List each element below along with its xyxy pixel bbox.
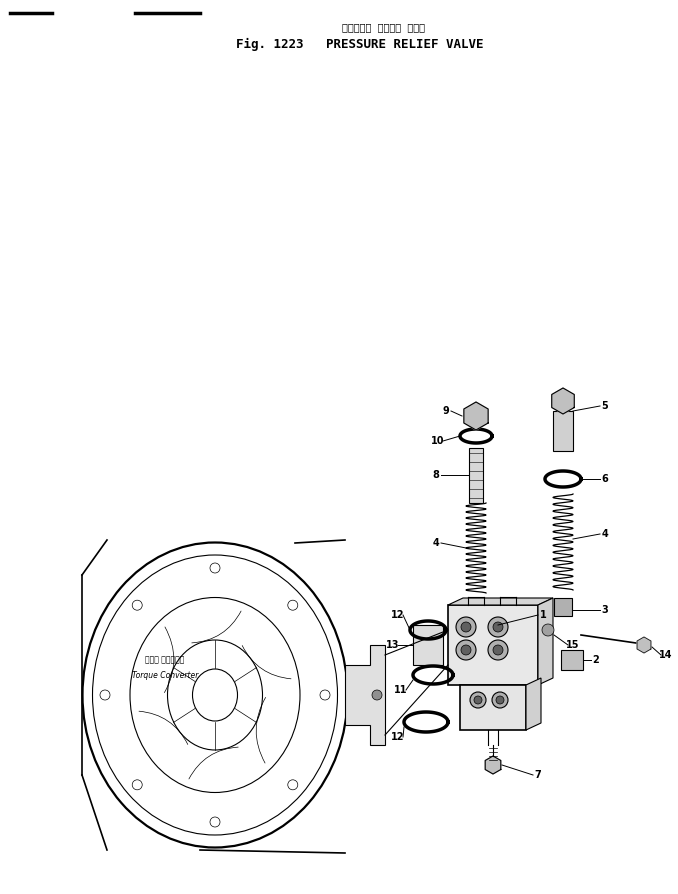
Text: 3: 3 xyxy=(601,605,608,615)
Polygon shape xyxy=(538,598,553,685)
Circle shape xyxy=(456,617,476,637)
Polygon shape xyxy=(485,756,501,774)
Circle shape xyxy=(456,640,476,660)
Polygon shape xyxy=(526,678,541,730)
Polygon shape xyxy=(345,645,385,745)
FancyBboxPatch shape xyxy=(413,625,443,665)
Text: 5: 5 xyxy=(601,401,608,411)
Text: 9: 9 xyxy=(443,406,450,416)
Polygon shape xyxy=(637,637,651,653)
Circle shape xyxy=(496,696,504,704)
Text: 7: 7 xyxy=(535,770,541,780)
Text: Fig. 1223   PRESSURE RELIEF VALVE: Fig. 1223 PRESSURE RELIEF VALVE xyxy=(236,38,483,51)
FancyBboxPatch shape xyxy=(460,685,526,730)
FancyBboxPatch shape xyxy=(448,605,538,685)
Circle shape xyxy=(470,692,486,708)
Circle shape xyxy=(492,692,508,708)
Text: 4: 4 xyxy=(433,538,439,548)
Text: 14: 14 xyxy=(659,650,673,660)
Text: 15: 15 xyxy=(566,640,580,650)
FancyBboxPatch shape xyxy=(554,598,572,616)
Circle shape xyxy=(493,645,503,655)
FancyBboxPatch shape xyxy=(561,650,583,670)
Text: 10: 10 xyxy=(431,436,445,446)
Circle shape xyxy=(372,690,382,700)
Circle shape xyxy=(461,645,471,655)
FancyBboxPatch shape xyxy=(469,448,483,503)
FancyBboxPatch shape xyxy=(553,411,573,451)
Circle shape xyxy=(474,696,482,704)
Text: 13: 13 xyxy=(386,640,400,650)
Text: 11: 11 xyxy=(394,685,407,695)
Polygon shape xyxy=(552,388,574,414)
Text: 1: 1 xyxy=(540,610,546,620)
Circle shape xyxy=(488,617,508,637)
Circle shape xyxy=(488,640,508,660)
Text: 2: 2 xyxy=(593,655,599,665)
Polygon shape xyxy=(448,598,553,605)
Circle shape xyxy=(461,622,471,632)
Text: 12: 12 xyxy=(391,610,405,620)
Text: トルク コンバータ: トルク コンバータ xyxy=(145,655,184,664)
Text: Torque Converter: Torque Converter xyxy=(132,670,198,679)
Circle shape xyxy=(542,624,554,636)
Text: プレッシャ  リリーフ  バルブ: プレッシャ リリーフ バルブ xyxy=(342,22,424,32)
Text: 12: 12 xyxy=(391,732,405,742)
Text: 6: 6 xyxy=(601,474,608,484)
Text: 4: 4 xyxy=(601,529,608,539)
Polygon shape xyxy=(464,402,488,430)
Text: 8: 8 xyxy=(433,470,439,480)
Circle shape xyxy=(493,622,503,632)
